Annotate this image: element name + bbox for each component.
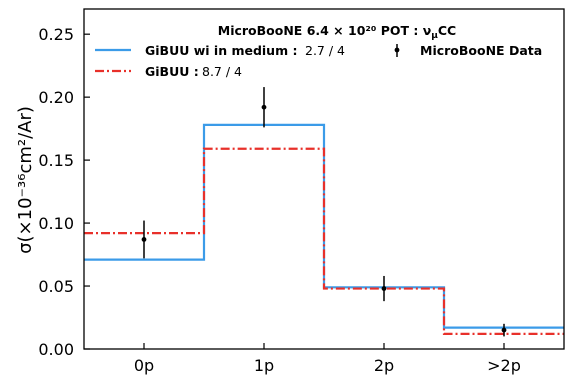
data-point: [381, 286, 387, 291]
y-tick-label: 0.10: [38, 214, 74, 233]
x-tick-label: 1p: [254, 356, 274, 375]
y-axis-label: σ(×10⁻³⁶cm²/Ar): [15, 106, 36, 254]
y-tick-label: 0.00: [38, 340, 74, 359]
y-tick-label: 0.15: [38, 151, 74, 170]
data-points: [141, 87, 507, 337]
legend-label-gibuu-medium: GiBUU wi in medium :: [145, 43, 297, 58]
data-point: [141, 237, 147, 242]
legend-score-gibuu: 8.7 / 4: [202, 64, 242, 79]
y-tick-label: 0.05: [38, 277, 74, 296]
x-tick-label: >2p: [487, 356, 521, 375]
legend-label-data: MicroBooNE Data: [420, 43, 542, 58]
legend-swatch-data: [394, 44, 400, 57]
plot-frame: [83, 8, 565, 350]
x-tick-label: 2p: [374, 356, 394, 375]
legend-title: MicroBooNE 6.4 × 10²⁰ POT : νμCC: [218, 23, 456, 41]
legend: MicroBooNE 6.4 × 10²⁰ POT : νμCC GiBUU w…: [95, 23, 542, 79]
x-axis-ticks: 0p 1p 2p >2p: [134, 343, 521, 375]
legend-score-gibuu-medium: 2.7 / 4: [305, 43, 345, 58]
data-point: [501, 327, 507, 333]
y-axis-ticks: 0.00 0.05 0.10 0.15 0.20 0.25: [38, 25, 90, 359]
series-gibuu: [84, 147, 564, 335]
x-tick-label: 0p: [134, 356, 154, 375]
legend-label-gibuu: GiBUU :: [145, 64, 199, 79]
series-layer: [84, 123, 564, 335]
y-tick-label: 0.25: [38, 25, 74, 44]
data-point: [261, 104, 267, 110]
y-tick-label: 0.20: [38, 88, 74, 107]
